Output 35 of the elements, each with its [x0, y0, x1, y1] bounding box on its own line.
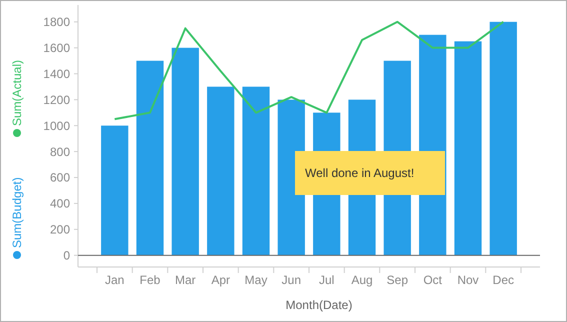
y-tick-label: 1600 [43, 41, 70, 55]
x-tick-label: May [244, 273, 268, 287]
y-tick-label: 400 [50, 196, 70, 211]
line-series [114, 20, 504, 120]
x-tick-label: Jan [104, 273, 124, 287]
y-tick-label: 1000 [43, 118, 70, 133]
bar [136, 60, 164, 256]
bar [207, 86, 234, 256]
x-tick-label: Mar [174, 273, 196, 287]
y-tick-label: 600 [50, 170, 70, 185]
y-tick-label: 1200 [43, 92, 70, 107]
legend-entry: Sum(Budget) [10, 177, 24, 259]
x-tick-label: Nov [457, 273, 479, 287]
x-axis-title: Month(Date) [286, 298, 352, 312]
x-tick-label: Jul [318, 273, 334, 287]
bar [101, 126, 128, 256]
y-tick-label: 800 [50, 144, 70, 159]
x-tick-label: Aug [351, 273, 373, 287]
y-tick-label: 1800 [43, 15, 70, 30]
x-tick-label: Dec [492, 273, 514, 287]
x-tick-label: Jun [282, 273, 302, 287]
bar [242, 86, 270, 256]
y-tick-label: 200 [50, 222, 70, 237]
x-tick-label: Oct [423, 273, 443, 287]
y-tick-label: 0 [63, 248, 70, 263]
bar [490, 22, 517, 256]
bar [454, 41, 482, 256]
x-tick-label: Apr [211, 273, 230, 287]
y-tick-label: 1400 [43, 66, 70, 81]
annotation: Well done in August! [305, 166, 414, 180]
x-tick-label: Sep [386, 273, 408, 287]
legend-entry: Sum(Actual) [10, 60, 24, 137]
note-box: Well done in August! [295, 151, 445, 195]
bar [172, 48, 199, 256]
x-tick-label: Feb [140, 273, 161, 287]
